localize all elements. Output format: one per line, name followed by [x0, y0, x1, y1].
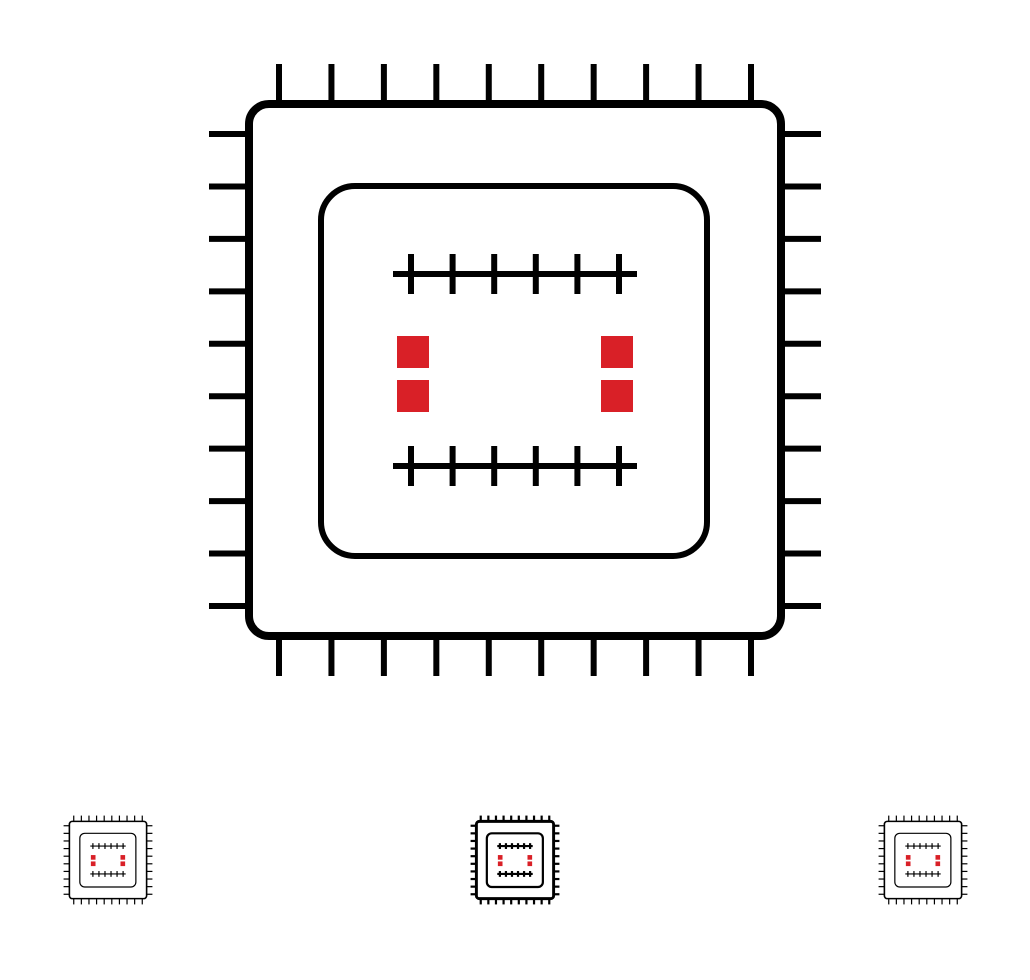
cpu-chip-icon-small-thin-1 — [63, 815, 153, 910]
cpu-chip-icon — [470, 815, 560, 905]
cpu-chip-icon — [878, 815, 968, 905]
cpu-chip-icon-small-bold — [470, 815, 560, 910]
cpu-chip-icon — [205, 60, 825, 680]
cpu-chip-icon-small-thin-2 — [878, 815, 968, 910]
cpu-chip-icon — [63, 815, 153, 905]
cpu-chip-icon-large — [205, 60, 825, 685]
